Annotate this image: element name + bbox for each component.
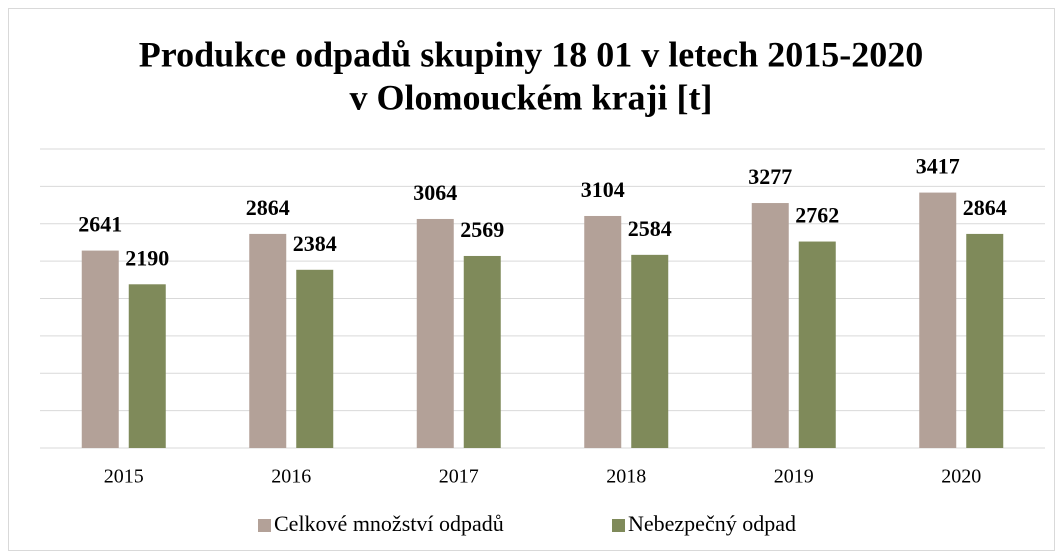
data-label: 2584 — [628, 216, 672, 241]
chart-border — [8, 8, 1055, 551]
bar — [128, 284, 166, 448]
data-label: 2641 — [78, 212, 122, 237]
bar — [751, 203, 789, 448]
bar — [966, 233, 1004, 448]
data-label: 3277 — [748, 164, 792, 189]
bar — [631, 254, 669, 448]
bar — [463, 255, 501, 448]
x-tick-label: 2016 — [271, 466, 311, 488]
data-label: 2864 — [246, 195, 290, 220]
data-label: 3104 — [581, 177, 625, 202]
bar — [416, 218, 454, 448]
bar — [296, 269, 334, 448]
legend-label: Nebezpečný odpad — [628, 511, 796, 536]
bar — [919, 192, 957, 448]
legend-label: Celkové množství odpadů — [274, 511, 504, 536]
data-label: 2762 — [795, 203, 839, 228]
chart-title: v Olomouckém kraji [t] — [350, 77, 713, 117]
data-label: 2864 — [963, 195, 1007, 220]
data-label: 2569 — [460, 217, 504, 242]
legend-swatch — [258, 519, 271, 532]
legend-swatch — [612, 519, 625, 532]
x-tick-label: 2015 — [104, 466, 144, 488]
data-label: 2190 — [125, 245, 169, 270]
chart-title: Produkce odpadů skupiny 18 01 v letech 2… — [139, 34, 923, 74]
data-label: 2384 — [293, 231, 337, 256]
data-label: 3417 — [916, 154, 960, 179]
bar — [249, 233, 287, 448]
x-tick-label: 2020 — [941, 466, 981, 488]
x-tick-label: 2018 — [606, 466, 646, 488]
x-tick-label: 2017 — [439, 466, 479, 488]
bar — [798, 241, 836, 448]
x-tick-label: 2019 — [774, 466, 814, 488]
bar — [584, 215, 622, 448]
bar — [81, 250, 119, 448]
data-label: 3064 — [413, 180, 457, 205]
